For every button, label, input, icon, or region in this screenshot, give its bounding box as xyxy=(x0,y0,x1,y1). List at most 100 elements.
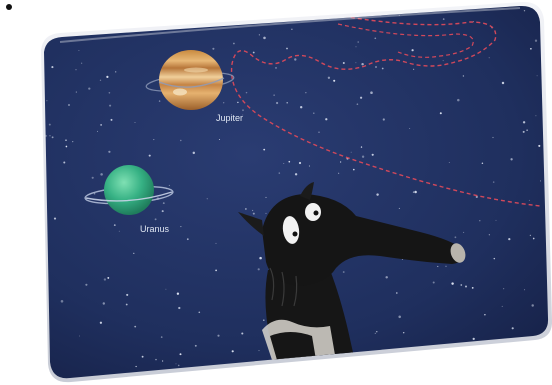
star xyxy=(412,191,415,193)
star xyxy=(411,49,414,52)
star xyxy=(398,207,400,209)
star xyxy=(539,180,541,182)
star xyxy=(41,371,43,373)
star xyxy=(262,319,265,322)
star xyxy=(472,337,475,341)
star xyxy=(285,12,287,15)
star xyxy=(108,150,111,153)
star xyxy=(532,237,535,240)
star xyxy=(530,47,532,50)
star xyxy=(180,139,182,142)
star xyxy=(223,102,225,104)
uranus-planet xyxy=(84,165,174,215)
star xyxy=(414,190,417,194)
star xyxy=(194,344,197,347)
star xyxy=(258,350,260,352)
star xyxy=(99,321,103,324)
star xyxy=(467,362,470,364)
star xyxy=(134,122,136,123)
star xyxy=(313,112,315,114)
star xyxy=(148,154,151,157)
star xyxy=(97,130,98,132)
star xyxy=(81,62,83,64)
star xyxy=(385,276,388,279)
star xyxy=(352,168,355,171)
star xyxy=(288,160,291,163)
star xyxy=(198,311,201,314)
star xyxy=(356,103,359,105)
star xyxy=(276,101,279,105)
star xyxy=(523,10,526,12)
star xyxy=(308,165,310,167)
star xyxy=(242,114,244,116)
star xyxy=(488,234,490,236)
star xyxy=(68,104,70,106)
star xyxy=(108,91,111,94)
star xyxy=(179,353,182,356)
card-gloss xyxy=(59,7,521,43)
star xyxy=(522,121,526,124)
star xyxy=(275,67,277,69)
star xyxy=(491,360,494,362)
star xyxy=(451,282,454,285)
star xyxy=(212,47,215,50)
star xyxy=(113,224,116,226)
star xyxy=(398,315,401,319)
corner-dot xyxy=(6,4,12,10)
star xyxy=(103,278,107,281)
star xyxy=(479,220,481,222)
star xyxy=(442,60,444,62)
star xyxy=(492,181,495,183)
star xyxy=(471,286,474,289)
star xyxy=(65,145,68,148)
star xyxy=(298,161,302,165)
jupiter-label: Jupiter xyxy=(216,113,243,123)
star xyxy=(161,210,164,213)
star xyxy=(283,162,285,164)
star xyxy=(484,313,486,316)
star xyxy=(110,118,113,121)
star xyxy=(398,14,400,16)
star xyxy=(251,209,254,212)
star xyxy=(413,354,415,356)
star xyxy=(46,100,48,102)
star xyxy=(109,104,112,107)
star xyxy=(154,218,157,221)
star xyxy=(291,28,293,30)
star xyxy=(462,75,465,77)
star xyxy=(286,101,288,104)
star xyxy=(376,331,378,333)
star xyxy=(454,236,457,239)
star xyxy=(125,23,127,25)
star xyxy=(493,257,496,260)
star xyxy=(216,16,219,18)
star xyxy=(350,151,352,153)
star xyxy=(107,13,110,16)
star xyxy=(265,212,267,214)
star xyxy=(215,242,217,244)
star xyxy=(48,123,51,126)
star xyxy=(51,136,54,139)
star xyxy=(481,162,484,164)
star xyxy=(106,75,109,79)
star xyxy=(342,61,345,65)
star xyxy=(63,161,66,164)
star xyxy=(437,265,439,267)
star xyxy=(360,96,363,99)
star xyxy=(206,198,208,200)
star xyxy=(534,39,538,42)
star xyxy=(536,75,538,77)
star xyxy=(60,300,64,303)
star xyxy=(75,69,77,71)
star xyxy=(65,139,67,141)
star xyxy=(371,153,374,156)
star xyxy=(133,252,135,254)
star xyxy=(158,100,161,102)
star xyxy=(526,129,528,131)
star xyxy=(510,158,513,161)
star xyxy=(175,363,177,365)
star xyxy=(361,155,365,158)
star xyxy=(338,172,340,174)
